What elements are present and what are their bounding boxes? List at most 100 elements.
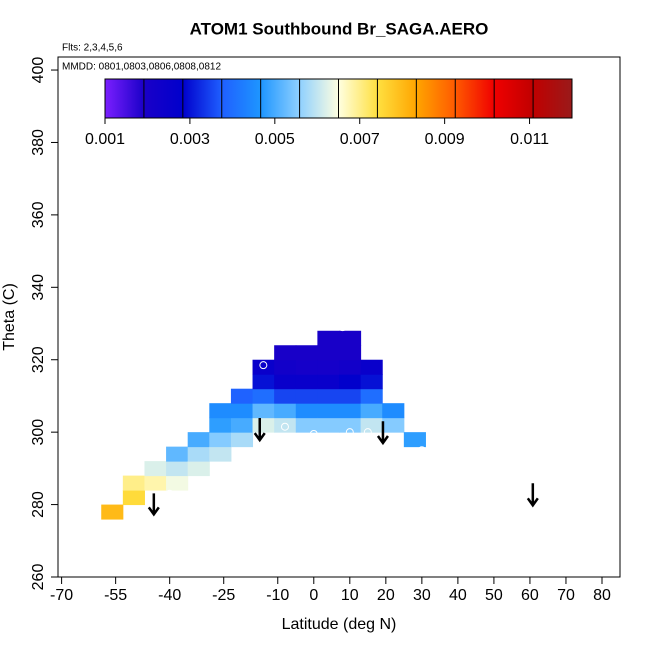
cell — [295, 374, 318, 390]
arrow — [526, 483, 539, 508]
cell — [382, 417, 405, 433]
cell — [360, 403, 383, 419]
x-tick-label: 10 — [341, 587, 359, 604]
cell — [317, 330, 340, 346]
subtitle: Flts: 2,3,4,5,6 — [62, 43, 123, 54]
plot-frame — [57, 56, 621, 578]
cell — [339, 359, 362, 375]
chart-title: ATOM1 Southbound Br_SAGA.AERO — [190, 19, 489, 38]
cell — [144, 461, 167, 477]
cell — [144, 475, 167, 491]
sample-point — [338, 323, 347, 332]
cell — [230, 403, 254, 419]
colorbar-tick-label: 0.001 — [85, 131, 125, 148]
sample-point — [309, 429, 318, 438]
cell — [403, 432, 426, 448]
cell — [166, 475, 189, 491]
sample-point — [280, 422, 289, 431]
cell — [252, 403, 275, 419]
cell — [230, 432, 254, 448]
sample-point — [345, 428, 354, 437]
x-tick-label: -40 — [158, 587, 181, 604]
y-tick-label: 400 — [30, 57, 47, 84]
annotation: MMDD: 0801,0803,0806,0808,0812 — [62, 62, 221, 73]
arrow — [253, 418, 266, 443]
cell — [187, 432, 210, 448]
field — [101, 330, 426, 520]
x-tick-label: -10 — [266, 587, 289, 604]
cell — [274, 388, 297, 404]
cell — [274, 374, 297, 390]
colorbar-tick-label: 0.011 — [510, 131, 549, 148]
cell — [317, 417, 340, 433]
cell — [360, 374, 383, 390]
cell — [252, 374, 275, 390]
cell — [295, 403, 318, 419]
cell — [295, 359, 318, 375]
sample-point — [165, 489, 174, 498]
cell — [122, 475, 145, 491]
x-axis-label: Latitude (deg N) — [282, 616, 397, 633]
cell — [295, 417, 318, 433]
cell — [187, 461, 210, 477]
cell — [209, 403, 232, 419]
cell — [339, 388, 362, 404]
cell — [101, 504, 124, 520]
x-tick-label: 40 — [449, 587, 467, 604]
colorbar-tick-label: 0.007 — [340, 131, 380, 148]
colorbar-tick-label: 0.005 — [255, 131, 295, 148]
cell — [339, 330, 362, 346]
y-tick-label: 360 — [30, 201, 47, 228]
cell — [317, 388, 340, 404]
cell — [274, 345, 297, 361]
sample-point — [259, 361, 268, 370]
cell — [295, 388, 318, 404]
cell — [295, 345, 318, 361]
cell — [274, 417, 297, 433]
sample-point — [363, 428, 372, 437]
cell — [122, 490, 145, 506]
x-tick-label: 70 — [557, 587, 575, 604]
x-tick-label: 80 — [593, 587, 611, 604]
x-tick-label: -25 — [212, 587, 235, 604]
cell — [230, 388, 254, 404]
cell — [209, 417, 232, 433]
x-tick-label: -55 — [104, 587, 127, 604]
cell — [317, 374, 340, 390]
x-tick-label: 20 — [377, 587, 395, 604]
cell — [382, 403, 405, 419]
cell — [166, 461, 189, 477]
sample-point — [417, 446, 426, 455]
cell — [166, 446, 189, 462]
cell — [317, 345, 340, 361]
colorbar-tick-label: 0.009 — [425, 131, 465, 148]
y-tick-label: 280 — [30, 491, 47, 518]
x-tick-label: 30 — [413, 587, 431, 604]
cell — [339, 345, 362, 361]
cell — [360, 417, 383, 433]
cell — [187, 446, 210, 462]
cell — [209, 432, 232, 448]
x-tick-label: 60 — [521, 587, 539, 604]
y-tick-label: 260 — [30, 564, 47, 591]
cell — [339, 374, 362, 390]
x-tick-label: 0 — [309, 587, 318, 604]
cell — [230, 417, 254, 433]
y-tick-label: 300 — [30, 419, 47, 446]
y-axis-label: Theta (C) — [1, 283, 18, 351]
y-tick-label: 380 — [30, 129, 47, 156]
x-tick-label: -70 — [50, 587, 73, 604]
cell — [209, 446, 232, 462]
arrow — [147, 493, 160, 517]
cell — [339, 403, 362, 419]
cell — [274, 403, 297, 419]
cell — [252, 359, 275, 375]
y-tick-label: 320 — [30, 346, 47, 373]
cell — [274, 359, 297, 375]
arrow — [376, 421, 389, 446]
cell — [252, 417, 275, 433]
colorbar-tick-label: 0.003 — [170, 131, 210, 148]
cell — [317, 359, 340, 375]
cell — [317, 403, 340, 419]
